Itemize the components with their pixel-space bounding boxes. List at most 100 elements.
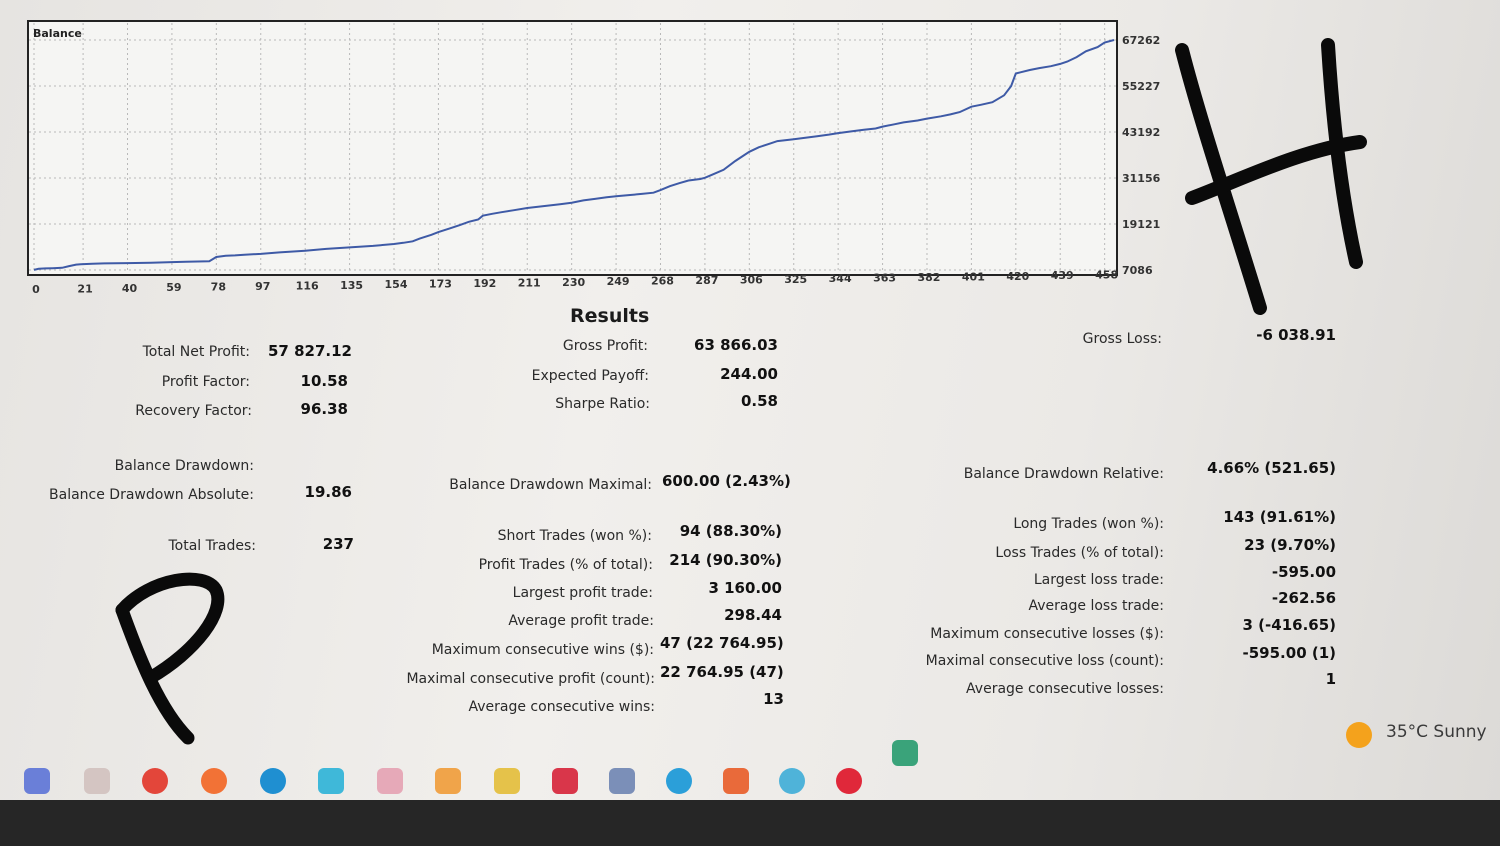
taskbar-icon-metatrader-icon[interactable] (892, 740, 918, 766)
x-tick-label: 97 (255, 280, 270, 293)
taskbar-icon-calculator-icon[interactable] (609, 768, 635, 794)
handwritten-h-mark (1175, 38, 1367, 315)
y-tick-label: 55227 (1122, 80, 1160, 93)
chart-ticks: 0 21 40 59 78 97 116 135 154 173 192 211 230 249 268 28… (32, 34, 1160, 296)
x-tick-label: 154 (385, 278, 408, 291)
taskbar-icon-arrow-app-icon[interactable] (435, 768, 461, 794)
largest-profit-trade-value: 3 160.00 (708, 579, 782, 597)
taskbar-icon-copilot-icon[interactable] (24, 768, 50, 794)
total-trades-label: Total Trades: (168, 538, 257, 554)
taskbar-icon-browser-icon[interactable] (779, 768, 805, 794)
short-trades-value: 94 (88.30%) (679, 522, 782, 540)
x-tick-label: 192 (473, 277, 496, 290)
average-loss-trade-label: Average loss trade: (1028, 598, 1164, 614)
x-tick-label: 116 (296, 279, 319, 292)
profit-factor-label: Profit Factor: (161, 374, 250, 390)
taskbar-icon-office-icon[interactable] (723, 768, 749, 794)
gross-loss-value: -6 038.91 (1256, 326, 1336, 344)
loss-trades-value: 23 (9.70%) (1244, 536, 1336, 554)
maximal-consecutive-loss-label: Maximal consecutive loss (count): (925, 653, 1164, 669)
loss-trades-label: Loss Trades (% of total): (995, 545, 1164, 561)
y-tick-label: 7086 (1122, 264, 1153, 277)
x-tick-label: 230 (562, 276, 585, 289)
x-tick-label: 173 (429, 278, 452, 291)
y-tick-label: 19121 (1122, 218, 1160, 231)
x-tick-label: 344 (829, 272, 852, 285)
average-consecutive-losses-value: 1 (1325, 670, 1336, 688)
x-tick-label: 401 (962, 270, 985, 283)
chart-title: Balance (33, 27, 82, 40)
x-tick-label: 21 (77, 282, 92, 295)
largest-loss-trade-label: Largest loss trade: (1033, 572, 1164, 588)
x-tick-label: 249 (607, 275, 630, 288)
taskbar-icon-opera-icon[interactable] (836, 768, 862, 794)
chart-grid (29, 23, 1116, 273)
x-tick-label: 420 (1006, 270, 1029, 283)
average-profit-trade-value: 298.44 (724, 606, 782, 624)
gross-profit-label: Gross Profit: (562, 338, 648, 354)
average-consecutive-wins-label: Average consecutive wins: (468, 699, 655, 715)
long-trades-label: Long Trades (won %): (1013, 516, 1164, 532)
taskbar-icon-edge-icon[interactable] (260, 768, 286, 794)
x-tick-label: 78 (211, 281, 226, 294)
x-tick-label: 439 (1051, 269, 1074, 282)
total-net-profit-label: Total Net Profit: (142, 344, 250, 360)
balance-drawdown-relative-label: Balance Drawdown Relative: (963, 466, 1164, 482)
chart-frame (27, 20, 1118, 276)
max-consecutive-wins-label: Maximum consecutive wins ($): (431, 642, 654, 658)
maximal-consecutive-profit-value: 22 764.95 (47) (660, 663, 784, 681)
average-profit-trade-label: Average profit trade: (508, 613, 654, 629)
taskbar-icon-vivaldi-icon[interactable] (552, 768, 578, 794)
taskbar-icon-widgets-icon[interactable] (84, 768, 110, 794)
balance-drawdown-label: Balance Drawdown: (114, 458, 254, 474)
handwritten-p-mark (115, 572, 225, 745)
weather-text: 35°C Sunny (1386, 722, 1487, 742)
y-tick-label: 67262 (1122, 34, 1160, 47)
taskbar-icon-firefox-icon[interactable] (201, 768, 227, 794)
sharpe-ratio-value: 0.58 (740, 392, 778, 410)
balance-line (33, 39, 1115, 271)
maximal-consecutive-loss-value: -595.00 (1) (1242, 644, 1336, 662)
expected-payoff-label: Expected Payoff: (531, 368, 649, 384)
total-net-profit-value: 57 827.12 (268, 342, 352, 360)
gross-profit-value: 63 866.03 (694, 336, 778, 354)
x-tick-label: 211 (518, 276, 541, 289)
recovery-factor-label: Recovery Factor: (135, 403, 252, 419)
max-consecutive-losses-value: 3 (-416.65) (1242, 616, 1336, 634)
profit-trades-label: Profit Trades (% of total): (478, 557, 653, 573)
x-tick-label: 325 (784, 273, 807, 286)
results-title: Results (570, 305, 650, 327)
x-tick-label: 40 (122, 282, 138, 295)
max-consecutive-wins-value: 47 (22 764.95) (660, 634, 784, 652)
average-consecutive-losses-label: Average consecutive losses: (966, 681, 1164, 697)
balance-drawdown-absolute-value: 19.86 (304, 483, 352, 501)
taskbar-icon-file-explorer-icon[interactable] (494, 768, 520, 794)
x-tick-label: 268 (651, 275, 674, 288)
expected-payoff-value: 244.00 (720, 365, 778, 383)
x-tick-label: 363 (873, 272, 896, 285)
taskbar-icon-chrome-icon[interactable] (142, 768, 168, 794)
y-tick-label: 43192 (1122, 126, 1160, 139)
x-tick-label: 59 (166, 281, 181, 294)
balance-drawdown-maximal-label: Balance Drawdown Maximal: (449, 477, 652, 493)
profit-factor-value: 10.58 (300, 372, 348, 390)
balance-drawdown-maximal-value: 600.00 (2.43%) (662, 472, 791, 490)
total-trades-value: 237 (322, 535, 354, 553)
largest-loss-trade-value: -595.00 (1271, 563, 1336, 581)
average-loss-trade-value: -262.56 (1271, 589, 1336, 607)
x-tick-label: 306 (740, 273, 763, 286)
balance-drawdown-absolute-label: Balance Drawdown Absolute: (49, 487, 254, 503)
maximal-consecutive-profit-label: Maximal consecutive profit (count): (406, 671, 655, 687)
sharpe-ratio-label: Sharpe Ratio: (555, 396, 650, 412)
recovery-factor-value: 96.38 (300, 400, 348, 418)
y-tick-label: 31156 (1122, 172, 1161, 185)
long-trades-value: 143 (91.61%) (1223, 508, 1336, 526)
x-tick-label: 0 (32, 283, 40, 296)
taskbar-icon-settings-icon[interactable] (318, 768, 344, 794)
x-tick-label: 458 (1095, 269, 1118, 282)
x-tick-label: 135 (340, 279, 363, 292)
taskbar-icon-app-icon[interactable] (377, 768, 403, 794)
sun-icon (1346, 722, 1372, 748)
taskbar-icon-telegram-icon[interactable] (666, 768, 692, 794)
max-consecutive-losses-label: Maximum consecutive losses ($): (930, 626, 1164, 642)
